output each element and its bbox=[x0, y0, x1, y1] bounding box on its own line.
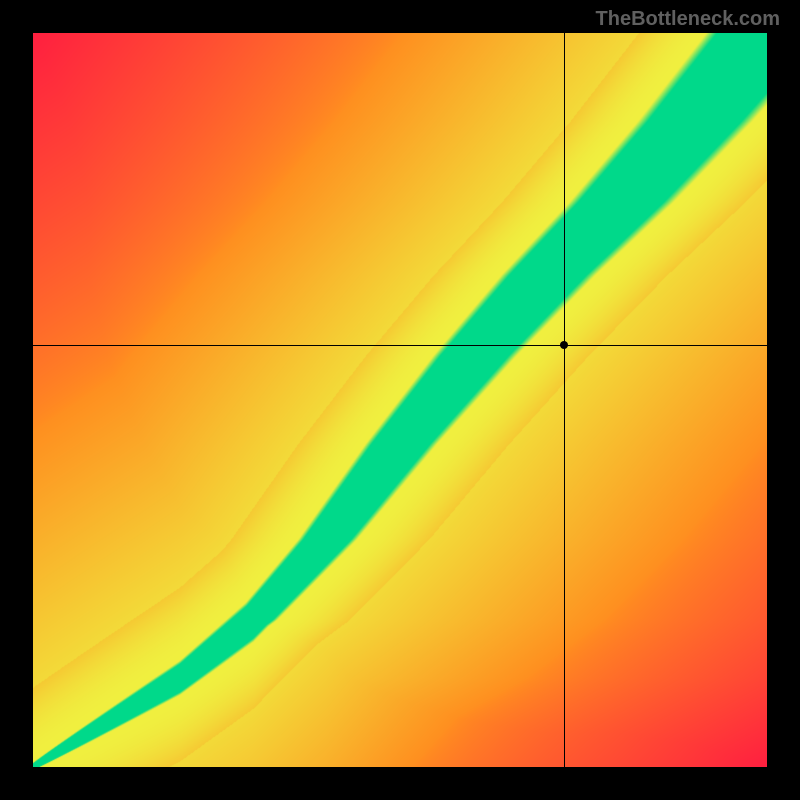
crosshair-horizontal-line bbox=[33, 345, 767, 346]
bottleneck-heatmap-container bbox=[33, 33, 767, 767]
crosshair-vertical-line bbox=[564, 33, 565, 767]
watermark-text: TheBottleneck.com bbox=[596, 8, 780, 31]
crosshair-marker-dot bbox=[560, 341, 568, 349]
bottleneck-heatmap-canvas bbox=[33, 33, 767, 767]
